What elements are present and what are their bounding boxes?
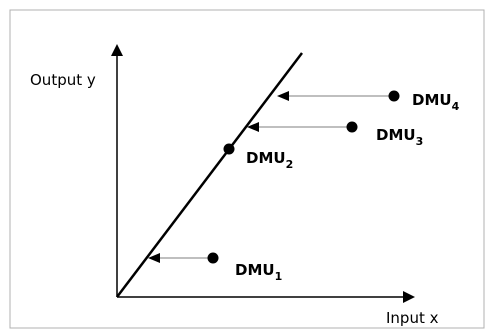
x-axis-label: Input x bbox=[386, 309, 439, 327]
efficiency-frontier bbox=[116, 52, 303, 298]
y-axis-label: Output y bbox=[30, 71, 96, 89]
dmu3-point bbox=[346, 121, 358, 133]
dmu2-label: DMU2 bbox=[246, 149, 293, 171]
dmu4-label: DMU4 bbox=[412, 91, 460, 113]
dmu1-label: DMU1 bbox=[235, 261, 282, 283]
dmu2-point bbox=[223, 143, 235, 155]
dmu3-label: DMU3 bbox=[376, 126, 423, 148]
dmu4-point bbox=[388, 90, 400, 102]
figure-frame bbox=[9, 9, 485, 329]
dmu1-point bbox=[207, 252, 219, 264]
